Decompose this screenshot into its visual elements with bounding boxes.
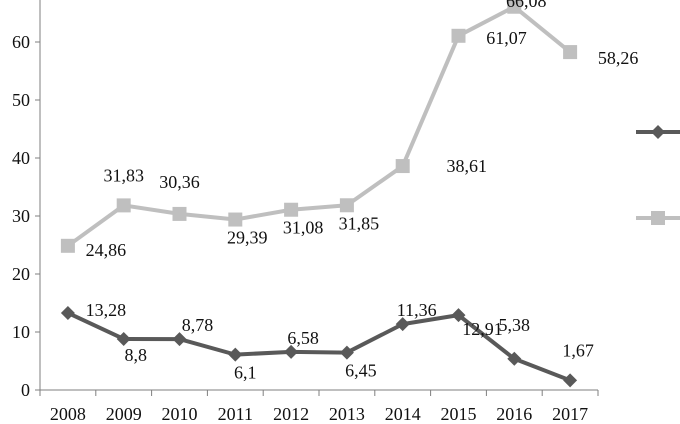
- y-tick-label: 0: [21, 380, 30, 400]
- series-0-point: [507, 351, 522, 366]
- series-0-point: [228, 347, 243, 362]
- series-1-point: [60, 238, 75, 253]
- series-0-point: [339, 345, 354, 360]
- x-tick-label: 2009: [106, 404, 142, 424]
- y-tick-label: 50: [12, 90, 30, 110]
- series-1-data-label: 61,07: [486, 28, 527, 48]
- series-0-data-label: 12,91: [462, 319, 503, 339]
- series-0-data-label: 8,8: [124, 345, 147, 365]
- series-0-data-label: 6,1: [234, 363, 257, 383]
- legend-key-0-marker: [651, 125, 665, 139]
- series-0-point: [563, 373, 578, 388]
- series-0-point: [116, 331, 131, 346]
- series-0-point: [172, 332, 187, 347]
- series-1-point: [563, 45, 578, 60]
- series-0-data-label: 6,58: [287, 328, 319, 348]
- series-0-data-label: 11,36: [397, 300, 437, 320]
- y-tick-label: 60: [12, 32, 30, 52]
- series-0-data-label: 8,78: [182, 315, 214, 335]
- axes: 0 10 20 30 40 50 60 2008 2009 2010 2011 2012 2013 201…: [12, 0, 599, 424]
- series-1-data-label: 30,36: [159, 172, 200, 192]
- series-1-point: [339, 198, 354, 213]
- series-1-point: [228, 212, 243, 227]
- x-tick-label: 2010: [162, 404, 198, 424]
- legend: [636, 125, 680, 225]
- y-tick-label: 20: [12, 264, 30, 284]
- series-1-data-label: 58,26: [598, 48, 639, 68]
- series-0-point: [60, 305, 75, 320]
- series-1-point: [507, 0, 522, 14]
- x-tick-label: 2017: [552, 404, 588, 424]
- data-labels-layer: 13,28 8,8 8,78 6,1 6,58 6,45 11,36 12,915,38 1,6…: [86, 0, 639, 383]
- series-layer: [60, 0, 578, 388]
- series-0-point: [395, 317, 410, 332]
- series-0-line: [67, 311, 571, 383]
- series-1-line: [66, 4, 572, 248]
- series-1-point: [284, 202, 299, 217]
- y-tick-label: 10: [12, 322, 30, 342]
- series-1-data-label: 38,61: [446, 156, 487, 176]
- x-tick-label: 2012: [273, 404, 309, 424]
- x-tick-label: 2008: [50, 404, 86, 424]
- series-0-data-label: 13,28: [86, 300, 127, 320]
- legend-key-1-marker: [651, 211, 665, 225]
- series-0-data-label: 6,45: [345, 361, 377, 381]
- x-tick-label: 2015: [441, 404, 477, 424]
- series-1-point: [451, 28, 466, 43]
- series-1-data-label: 31,08: [283, 218, 324, 238]
- series-0-data-label: 1,67: [562, 340, 594, 360]
- series-1-data-label: 24,86: [86, 240, 127, 260]
- series-1-point: [172, 206, 187, 221]
- x-tick-label: 2016: [496, 404, 532, 424]
- series-1-data-label: 31,85: [339, 213, 380, 233]
- series-1-data-label: 66,08: [506, 0, 547, 11]
- x-tick-label: 2014: [385, 404, 421, 424]
- x-tick-label: 2013: [329, 404, 365, 424]
- series-1-point: [116, 198, 131, 213]
- series-0-point: [284, 344, 299, 359]
- x-tick-label: 2011: [218, 404, 253, 424]
- series-1-point: [395, 159, 410, 174]
- y-tick-label: 30: [12, 206, 30, 226]
- series-1-data-label: 31,83: [103, 165, 144, 185]
- y-tick-label: 40: [12, 148, 30, 168]
- series-0-data-label: 5,38: [499, 315, 531, 335]
- series-0-point: [451, 308, 466, 323]
- series-1-data-label: 29,39: [227, 228, 268, 248]
